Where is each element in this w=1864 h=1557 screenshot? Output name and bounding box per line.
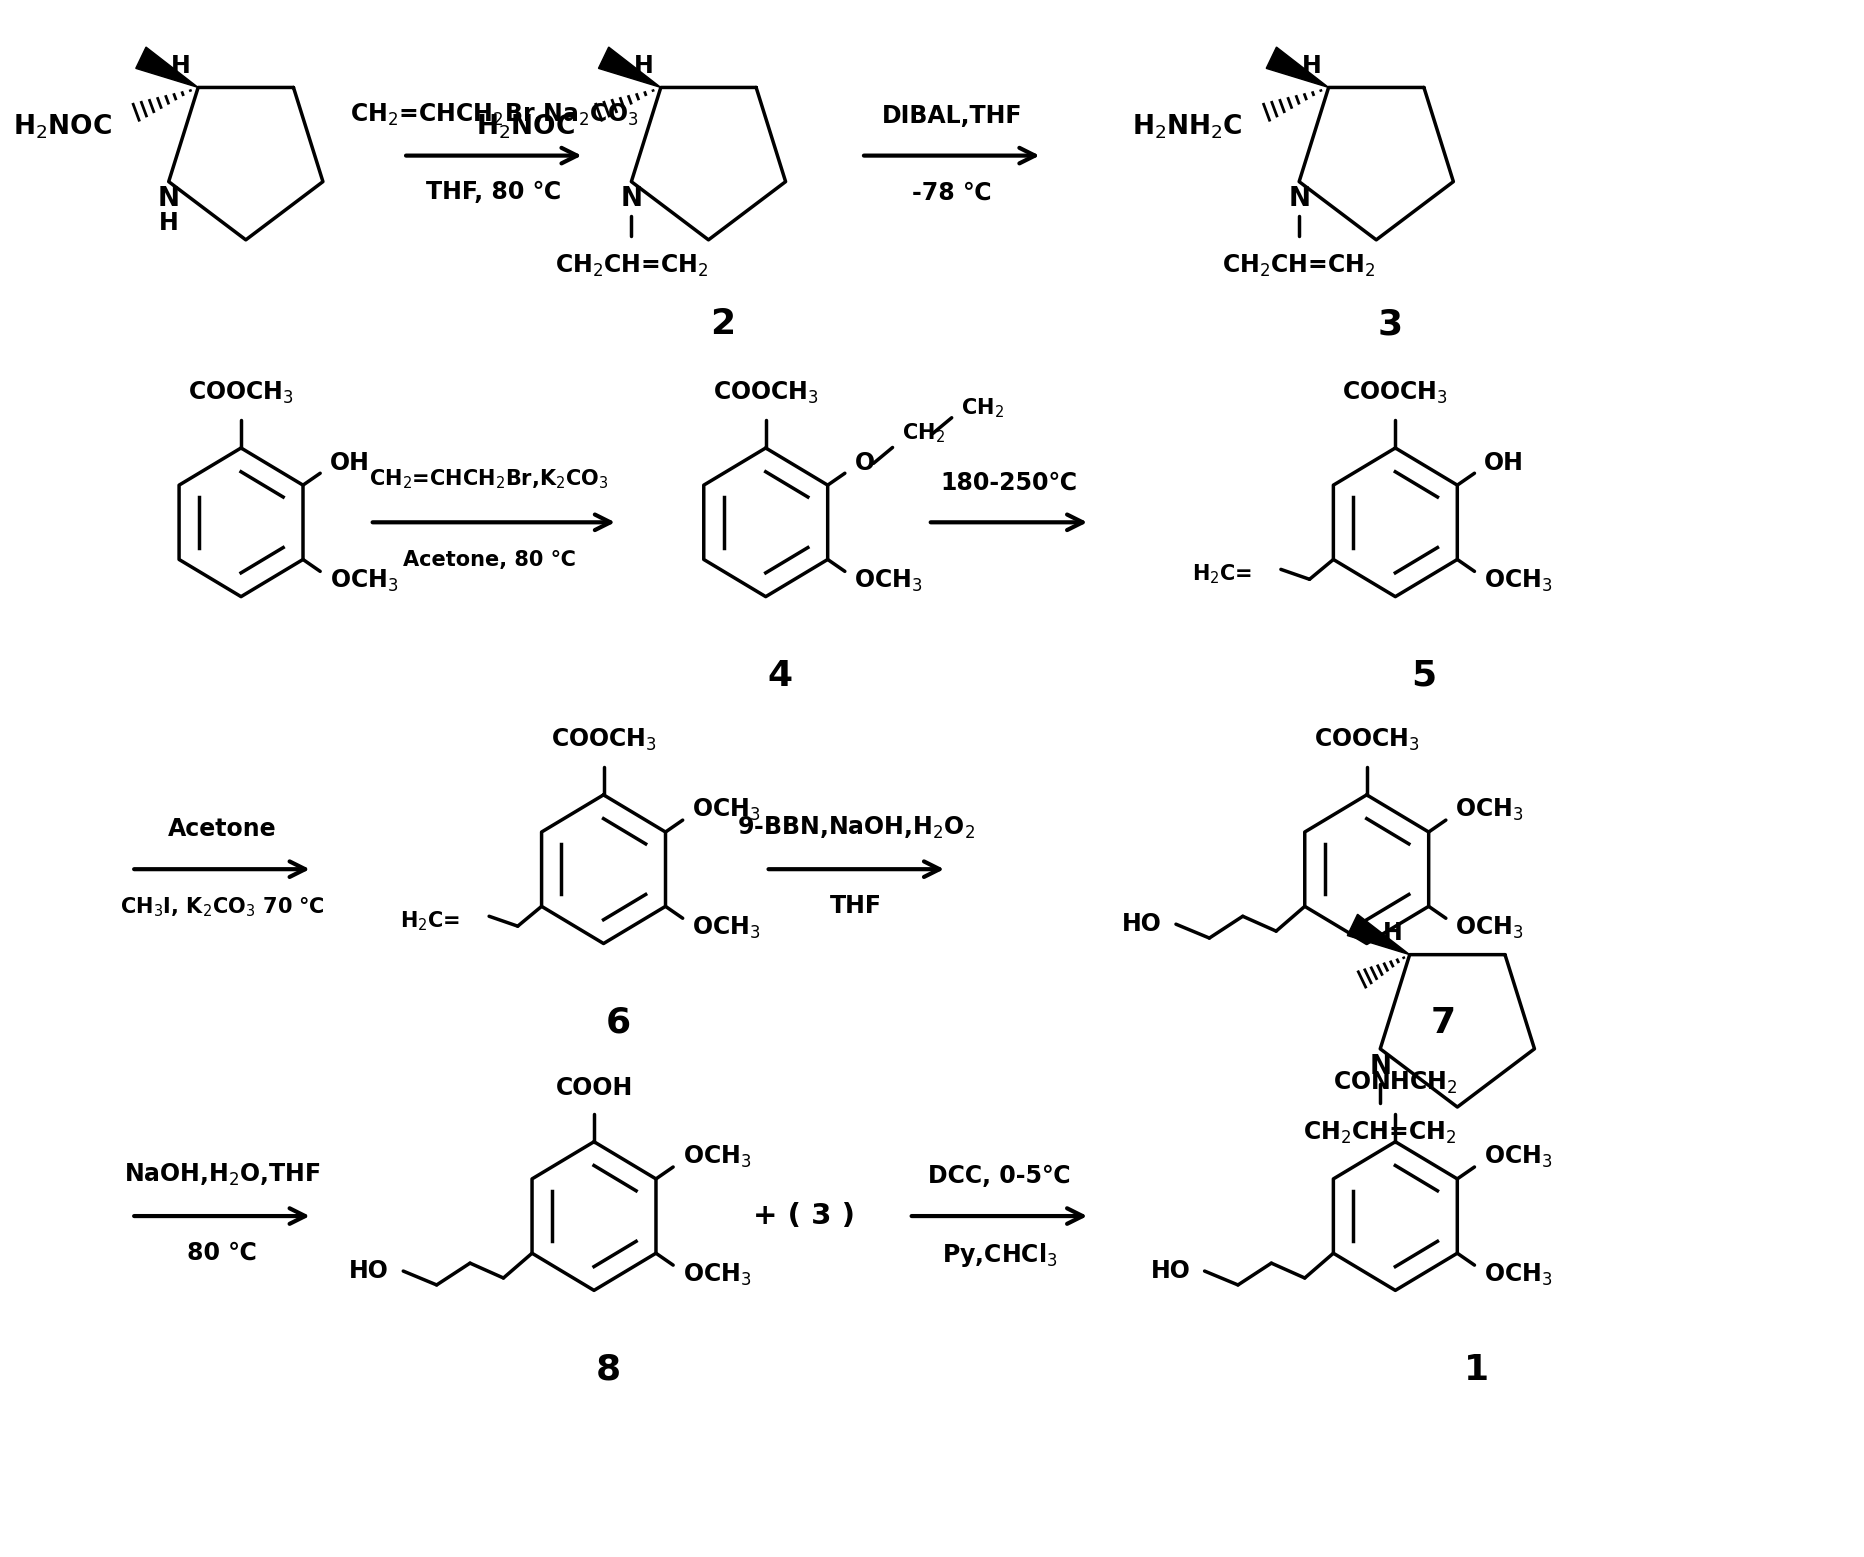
- Text: N: N: [158, 187, 179, 212]
- Text: OCH$_3$: OCH$_3$: [1456, 916, 1525, 942]
- Text: OCH$_3$: OCH$_3$: [682, 1144, 751, 1171]
- Text: CH$_2$CH=CH$_2$: CH$_2$CH=CH$_2$: [1303, 1119, 1458, 1146]
- Text: CH$_2$=CHCH$_2$Br,Na$_2$CO$_3$: CH$_2$=CHCH$_2$Br,Na$_2$CO$_3$: [350, 101, 637, 128]
- Text: 6: 6: [606, 1006, 630, 1040]
- Text: N: N: [621, 187, 643, 212]
- Text: HO: HO: [1122, 912, 1161, 936]
- Text: OCH$_3$: OCH$_3$: [682, 1261, 751, 1288]
- Text: + ( 3 ): + ( 3 ): [753, 1202, 856, 1230]
- Text: CH$_2$: CH$_2$: [962, 395, 1005, 420]
- Text: HO: HO: [1150, 1260, 1191, 1283]
- Text: 2: 2: [710, 307, 736, 341]
- Text: OH: OH: [330, 452, 369, 475]
- Polygon shape: [136, 47, 198, 87]
- Text: CH$_2$: CH$_2$: [902, 422, 945, 445]
- Text: 180-250℃: 180-250℃: [941, 470, 1077, 495]
- Text: H$_2$C=: H$_2$C=: [1191, 562, 1253, 585]
- Text: 8: 8: [596, 1353, 621, 1387]
- Text: THF, 80 ℃: THF, 80 ℃: [427, 181, 561, 204]
- Text: COOCH$_3$: COOCH$_3$: [1342, 380, 1448, 406]
- Text: HO: HO: [349, 1260, 390, 1283]
- Text: H$_2$NOC: H$_2$NOC: [475, 112, 574, 142]
- Text: Acetone: Acetone: [168, 817, 276, 841]
- Text: -78 ℃: -78 ℃: [911, 181, 992, 204]
- Text: 3: 3: [1377, 307, 1404, 341]
- Text: DCC, 0-5℃: DCC, 0-5℃: [928, 1165, 1070, 1188]
- Text: H: H: [171, 53, 190, 78]
- Text: CONHCH$_2$: CONHCH$_2$: [1333, 1070, 1458, 1096]
- Text: OCH$_3$: OCH$_3$: [1484, 1261, 1553, 1288]
- Text: H$_2$C=: H$_2$C=: [401, 909, 460, 933]
- Text: OCH$_3$: OCH$_3$: [330, 568, 399, 595]
- Text: H$_2$NOC: H$_2$NOC: [13, 112, 112, 142]
- Polygon shape: [598, 47, 662, 87]
- Text: N: N: [1370, 1054, 1391, 1079]
- Text: OCH$_3$: OCH$_3$: [1484, 568, 1553, 595]
- Text: OH: OH: [1484, 452, 1525, 475]
- Text: COOCH$_3$: COOCH$_3$: [1314, 727, 1420, 754]
- Polygon shape: [1266, 47, 1329, 87]
- Text: OCH$_3$: OCH$_3$: [692, 916, 761, 942]
- Text: H: H: [634, 53, 654, 78]
- Text: COOCH$_3$: COOCH$_3$: [712, 380, 818, 406]
- Text: 4: 4: [768, 659, 792, 693]
- Text: Acetone, 80 ℃: Acetone, 80 ℃: [403, 550, 576, 570]
- Text: H: H: [1383, 920, 1402, 945]
- Text: 7: 7: [1430, 1006, 1456, 1040]
- Text: 80 ℃: 80 ℃: [186, 1241, 257, 1264]
- Text: NaOH,H$_2$O,THF: NaOH,H$_2$O,THF: [123, 1162, 321, 1188]
- Text: OCH$_3$: OCH$_3$: [854, 568, 923, 595]
- Text: OCH$_3$: OCH$_3$: [1484, 1144, 1553, 1171]
- Text: H: H: [1301, 53, 1322, 78]
- Text: OCH$_3$: OCH$_3$: [1456, 797, 1525, 824]
- Text: 1: 1: [1463, 1353, 1489, 1387]
- Text: CH$_3$I, K$_2$CO$_3$ 70 ℃: CH$_3$I, K$_2$CO$_3$ 70 ℃: [119, 894, 324, 919]
- Text: H: H: [158, 212, 179, 235]
- Text: COOCH$_3$: COOCH$_3$: [550, 727, 656, 754]
- Text: CH$_2$CH=CH$_2$: CH$_2$CH=CH$_2$: [554, 252, 708, 279]
- Text: COOCH$_3$: COOCH$_3$: [188, 380, 295, 406]
- Text: H$_2$NH$_2$C: H$_2$NH$_2$C: [1131, 112, 1243, 142]
- Polygon shape: [1348, 914, 1409, 954]
- Text: N: N: [1288, 187, 1310, 212]
- Text: COOH: COOH: [555, 1076, 632, 1101]
- Text: 5: 5: [1411, 659, 1437, 693]
- Text: THF: THF: [829, 894, 882, 919]
- Text: 9-BBN,NaOH,H$_2$O$_2$: 9-BBN,NaOH,H$_2$O$_2$: [738, 816, 975, 841]
- Text: CH$_2$CH=CH$_2$: CH$_2$CH=CH$_2$: [1223, 252, 1376, 279]
- Text: O: O: [854, 452, 874, 475]
- Text: OCH$_3$: OCH$_3$: [692, 797, 761, 824]
- Text: CH$_2$=CHCH$_2$Br,K$_2$CO$_3$: CH$_2$=CHCH$_2$Br,K$_2$CO$_3$: [369, 467, 610, 490]
- Text: DIBAL,THF: DIBAL,THF: [882, 104, 1021, 128]
- Text: Py,CHCl$_3$: Py,CHCl$_3$: [941, 1241, 1057, 1269]
